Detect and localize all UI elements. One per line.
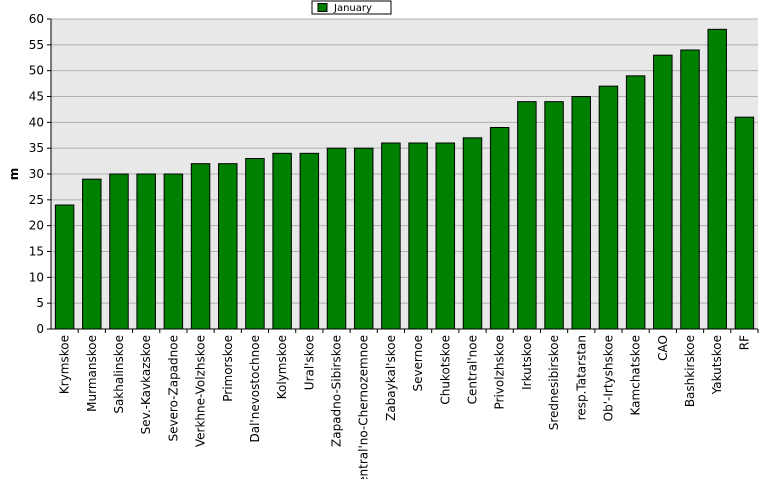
x-category-label: resp.Tatarstan [574, 335, 588, 420]
bar [54, 204, 75, 330]
x-category-label: RF [737, 335, 751, 350]
bar [462, 137, 483, 330]
x-category-label: Ural'skoe [302, 335, 316, 390]
bar [190, 163, 211, 330]
bar [245, 158, 265, 330]
x-category-label: Severo-Zapadnoe [166, 335, 180, 442]
x-category-label: Central'no-Chernozemnoe [357, 335, 371, 479]
y-tick-label: 45 [29, 90, 44, 104]
y-tick-label: 35 [29, 141, 44, 155]
legend-swatch-january [317, 3, 328, 12]
y-axis-ticks: 0 5 10 15 20 25 30 35 40 45 50 55 60 [29, 12, 51, 336]
y-tick-label: 50 [29, 64, 44, 78]
bar [625, 75, 646, 330]
y-axis-title: m [7, 168, 21, 181]
bars [54, 28, 755, 330]
bar [272, 152, 292, 330]
x-category-label: Zabaykal'skoe [384, 335, 398, 421]
bar [136, 173, 156, 330]
x-category-label: Murmanskoe [85, 335, 99, 412]
legend-box [311, 0, 392, 15]
y-tick-label: 15 [29, 245, 44, 259]
bar [408, 142, 428, 330]
bar [489, 127, 510, 330]
x-category-label: Primorskoe [221, 335, 235, 402]
bar [218, 163, 238, 330]
y-tick-label: 5 [36, 296, 44, 310]
x-category-label: Dal'nevostochnoe [248, 335, 262, 443]
legend-label-january: January [333, 3, 372, 14]
y-tick-label: 25 [29, 193, 44, 207]
y-tick-label: 55 [29, 38, 44, 52]
x-category-label: CAO [656, 335, 670, 361]
bar [653, 54, 673, 330]
x-axis-labels: Krymskoe Murmanskoe Sakhalinskoe Sev.-Kavka… [58, 329, 759, 479]
y-tick-label: 20 [29, 219, 44, 233]
bar [109, 173, 129, 330]
y-tick-label: 60 [29, 12, 44, 26]
bar [163, 173, 184, 330]
x-category-label: Yakutskoe [710, 335, 724, 395]
x-category-label: Kamchatskoe [629, 335, 643, 415]
bar [326, 147, 347, 330]
x-category-label: Chukotskoe [438, 335, 452, 405]
x-category-label: Srednesibirskoe [547, 335, 561, 430]
bar [707, 28, 727, 330]
bar [544, 101, 564, 330]
bar [734, 116, 755, 330]
bar [353, 147, 374, 330]
x-category-label: Ob'-Irtyshskoe [601, 335, 615, 421]
x-category-label: Sakhalinskoe [112, 335, 126, 414]
y-tick-label: 40 [29, 115, 44, 129]
x-category-label: Verkhne-Volzhskoe [194, 335, 208, 447]
bar [299, 152, 320, 330]
y-tick-label: 0 [36, 322, 44, 336]
x-category-label: Privolzhskoe [493, 335, 507, 409]
bar [435, 142, 456, 330]
bar [82, 178, 102, 330]
x-category-label: Irkutskoe [520, 335, 534, 390]
x-category-label: Severnoe [411, 335, 425, 392]
y-tick-label: 30 [29, 167, 44, 181]
x-category-label: Kolymskoe [275, 335, 289, 399]
bar [571, 96, 591, 330]
bar [517, 101, 537, 330]
bar [680, 49, 700, 330]
x-category-label: Sev.-Kavkazskoe [139, 335, 153, 434]
bar [598, 85, 619, 330]
bar [381, 142, 401, 330]
legend: January [311, 0, 392, 15]
y-tick-label: 10 [29, 270, 44, 284]
x-category-label: Krymskoe [58, 335, 72, 394]
x-category-label: Central'noe [465, 335, 479, 404]
x-category-label: Bashkirskoe [683, 335, 697, 407]
x-category-label: Zapadno-Sibirskoe [330, 335, 344, 447]
